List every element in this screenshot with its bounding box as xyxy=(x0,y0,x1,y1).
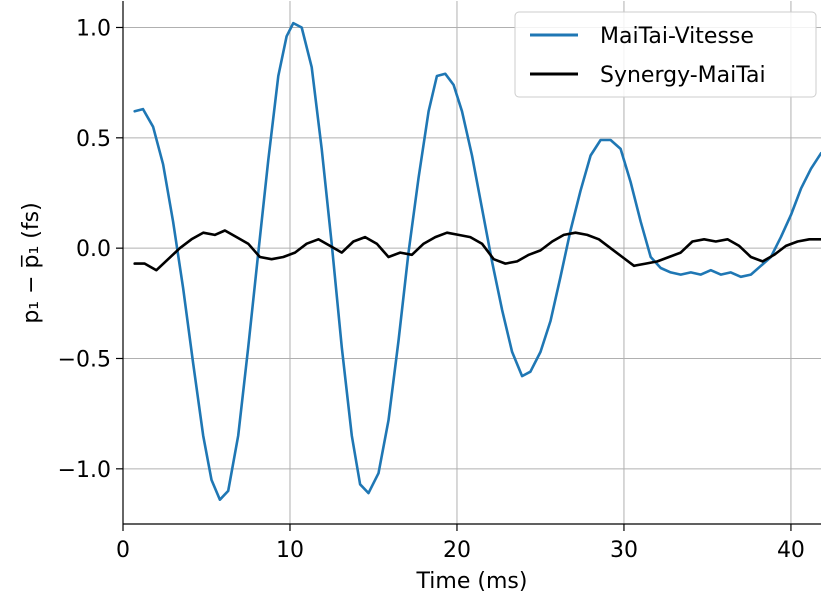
y-tick-label-3: −0.5 xyxy=(58,347,111,372)
x-tick-label-2: 20 xyxy=(443,538,471,563)
x-tick-label-1: 10 xyxy=(276,538,304,563)
legend-label-maitai-vitesse: MaiTai-Vitesse xyxy=(600,24,754,49)
x-axis-label: Time (ms) xyxy=(416,569,528,594)
legend-box xyxy=(514,11,817,98)
y-axis-label: p₁ − p̅₁ (fs) xyxy=(19,202,44,323)
legend-label-synergy-maitai: Synergy-MaiTai xyxy=(600,63,766,88)
legend: MaiTai-Vitesse Synergy-MaiTai xyxy=(514,11,817,98)
axis-ticks: 0 10 20 30 40 1.0 0.5 0.0 −0.5 −1.0 xyxy=(58,16,805,563)
y-tick-label-4: −1.0 xyxy=(58,458,111,483)
x-tick-label-4: 40 xyxy=(777,538,805,563)
grid-lines xyxy=(122,1,821,524)
x-tick-label-0: 0 xyxy=(116,538,130,563)
y-tick-label-1: 0.5 xyxy=(76,127,111,152)
x-tick-label-3: 30 xyxy=(610,538,638,563)
series-line-1 xyxy=(133,229,821,272)
series-line-0 xyxy=(133,21,821,501)
axes xyxy=(122,1,821,525)
series-lines xyxy=(133,21,821,501)
y-tick-label-0: 1.0 xyxy=(76,16,111,41)
y-tick-label-2: 0.0 xyxy=(76,237,111,262)
